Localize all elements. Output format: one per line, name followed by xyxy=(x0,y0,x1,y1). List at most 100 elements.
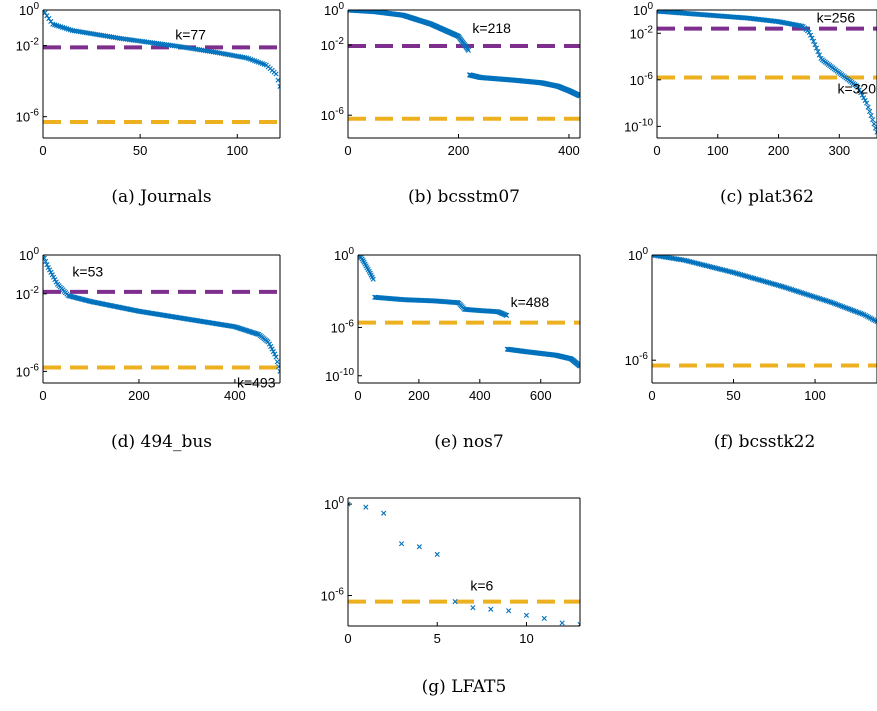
data-point xyxy=(51,274,57,280)
data-point xyxy=(46,16,52,22)
x-tick-label: 200 xyxy=(408,388,430,403)
data-point xyxy=(872,125,877,131)
x-tick-label: 0 xyxy=(39,143,46,158)
x-tick-label: 0 xyxy=(653,143,660,158)
x-tick-label: 400 xyxy=(224,388,246,403)
data-point xyxy=(43,255,46,258)
panel-caption: (c) plat362 xyxy=(720,187,814,207)
plot-area-b xyxy=(348,10,580,121)
y-tick-label: 100 xyxy=(324,495,344,512)
y-tick-label: 10-2 xyxy=(16,37,40,54)
data-point xyxy=(266,341,272,347)
data-point xyxy=(504,312,510,318)
data-point xyxy=(348,501,351,507)
panel-caption: (a) Journals xyxy=(111,187,211,207)
data-point xyxy=(813,45,820,51)
data-point xyxy=(277,83,280,90)
y-tick-label: 100 xyxy=(628,246,648,263)
panel-caption: (f) bcsstk22 xyxy=(714,432,816,452)
data-point xyxy=(867,108,873,114)
panel-caption: (b) bcsstm07 xyxy=(408,187,520,207)
data-point xyxy=(43,10,46,13)
panel-b: 0 200 400 100 10-2 10-6 k=218 (b) bcsstm07 xyxy=(321,1,581,207)
annotation-label: k=53 xyxy=(72,263,103,279)
data-point xyxy=(856,87,862,93)
y-tick-label: 10-10 xyxy=(624,117,653,134)
data-point xyxy=(270,348,276,355)
data-point xyxy=(268,343,274,350)
data-point xyxy=(657,255,663,259)
annotation-label: k=488 xyxy=(511,294,550,310)
data-point xyxy=(434,551,440,557)
plot-area-g xyxy=(348,501,580,626)
data-point xyxy=(809,35,815,41)
y-tick-label: 10-2 xyxy=(16,285,40,302)
data-point xyxy=(858,89,864,96)
data-point xyxy=(272,351,278,357)
data-point xyxy=(859,92,865,98)
x-tick-label: 200 xyxy=(128,388,150,403)
plot-area-f xyxy=(652,255,877,368)
data-point xyxy=(797,23,803,29)
plot-area-a xyxy=(43,10,280,124)
data-point xyxy=(269,346,275,352)
x-tick-label: 10 xyxy=(519,631,533,646)
x-tick-label: 200 xyxy=(448,143,470,158)
annotation-label: k=256 xyxy=(817,10,856,26)
data-point xyxy=(874,129,877,135)
panel-d: 0 200 400 100 10-2 10-6 k=53 k=493 (d) 494_bus xyxy=(16,246,281,452)
y-tick-label: 10-6 xyxy=(331,318,355,335)
plot-area-e xyxy=(358,255,580,369)
data-point xyxy=(465,47,472,53)
y-tick-label: 10-6 xyxy=(16,108,40,125)
data-point xyxy=(523,612,530,618)
data-point xyxy=(277,368,280,374)
y-tick-label: 10-10 xyxy=(325,367,354,384)
data-point xyxy=(559,620,565,626)
data-point xyxy=(381,510,387,516)
data-point xyxy=(871,121,877,127)
data-point xyxy=(654,255,660,259)
data-point xyxy=(49,272,55,278)
x-tick-label: 50 xyxy=(726,388,740,403)
data-point xyxy=(273,71,279,77)
data-point xyxy=(254,331,261,337)
data-point xyxy=(864,100,870,106)
y-tick-label: 10-2 xyxy=(630,24,654,41)
panel-a: 0 50 100 100 10-2 10-6 k=77 (a) Journals xyxy=(16,1,281,207)
data-point xyxy=(799,23,805,29)
x-tick-label: 0 xyxy=(648,388,655,403)
x-tick-label: 400 xyxy=(558,143,580,158)
plot-area-d xyxy=(43,255,280,374)
data-point xyxy=(869,117,876,123)
y-tick-label: 10-6 xyxy=(321,106,345,123)
panel-caption: (d) 494_bus xyxy=(111,432,212,452)
data-point xyxy=(44,13,50,19)
data-point xyxy=(363,504,369,510)
data-point xyxy=(815,48,821,55)
y-tick-label: 10-2 xyxy=(321,36,345,53)
data-point xyxy=(398,541,405,547)
x-tick-label: 100 xyxy=(226,143,248,158)
x-tick-label: 400 xyxy=(469,388,491,403)
y-tick-label: 100 xyxy=(324,1,344,18)
data-point xyxy=(541,615,547,621)
panel-caption: (g) LFAT5 xyxy=(422,677,507,697)
y-tick-label: 100 xyxy=(19,246,39,263)
data-point xyxy=(807,32,814,38)
panel-f: 0 50 100 100 10-6 (f) bcsstk22 xyxy=(625,246,877,452)
data-point xyxy=(48,269,54,275)
data-point xyxy=(276,364,280,370)
x-tick-label: 600 xyxy=(530,388,552,403)
data-point xyxy=(577,363,580,369)
annotation-label: k=218 xyxy=(472,20,511,36)
data-point xyxy=(810,38,817,44)
data-point xyxy=(652,255,655,258)
data-point xyxy=(488,606,494,612)
data-point xyxy=(862,97,868,104)
annotation-label: k=320 xyxy=(837,80,876,96)
data-point xyxy=(370,276,376,282)
data-point xyxy=(43,255,47,261)
y-tick-label: 10-6 xyxy=(16,362,40,379)
